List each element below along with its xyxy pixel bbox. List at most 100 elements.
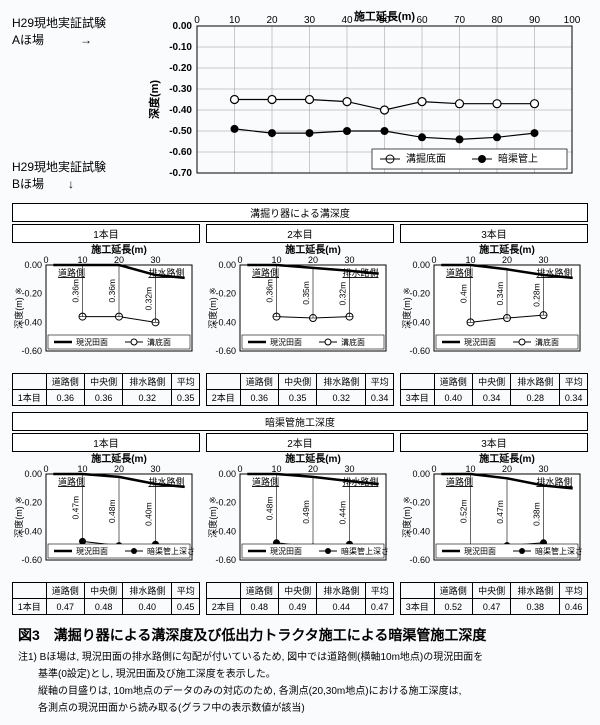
note-line: 縦軸の目盛りは, 10m地点のデータのみの対応のため, 各測点(20,30m地点… <box>18 683 588 700</box>
small-chart: 施工延長(m)01020300.00-0.20-0.40-0.60深度(m) ※… <box>12 243 198 373</box>
svg-text:0.35m: 0.35m <box>301 281 311 305</box>
svg-text:80: 80 <box>491 15 503 26</box>
svg-text:0.32m: 0.32m <box>338 282 348 306</box>
svg-text:90: 90 <box>529 15 541 26</box>
svg-text:30: 30 <box>344 464 354 474</box>
svg-text:道路側: 道路側 <box>252 476 279 487</box>
small-head: 1本目 <box>12 433 200 452</box>
svg-text:20: 20 <box>502 255 512 265</box>
svg-text:0.36m: 0.36m <box>107 279 117 303</box>
svg-text:-0.30: -0.30 <box>169 84 192 95</box>
svg-text:30: 30 <box>150 464 160 474</box>
svg-text:0: 0 <box>237 255 242 265</box>
svg-text:20: 20 <box>114 255 124 265</box>
svg-text:30: 30 <box>344 255 354 265</box>
svg-text:0.28m: 0.28m <box>532 283 542 307</box>
svg-text:10: 10 <box>465 464 475 474</box>
svg-text:深度(m) ※: 深度(m) ※ <box>13 287 24 329</box>
svg-text:0: 0 <box>194 15 200 26</box>
svg-text:0.40m: 0.40m <box>144 502 154 526</box>
small-chart: 施工延長(m)01020300.00-0.20-0.40-0.60深度(m) ※… <box>206 452 392 582</box>
svg-text:0.34m: 0.34m <box>495 282 505 306</box>
label-b2: Bほ場 ↓ <box>12 175 142 192</box>
svg-text:0.52m: 0.52m <box>459 499 469 523</box>
svg-text:0.00: 0.00 <box>24 469 42 479</box>
svg-text:深度(m): 深度(m) <box>147 80 161 119</box>
svg-text:-0.60: -0.60 <box>169 147 192 158</box>
depth-table: 道路側中央側排水路側平均1本目0.360.360.320.35 <box>12 373 200 406</box>
svg-text:現況田面: 現況田面 <box>76 338 108 347</box>
svg-text:深度(m) ※: 深度(m) ※ <box>13 496 24 538</box>
svg-text:0.00: 0.00 <box>24 260 42 270</box>
svg-text:0.00: 0.00 <box>412 469 430 479</box>
svg-text:溝底面: 溝底面 <box>341 337 365 347</box>
svg-text:0.36m: 0.36m <box>265 279 275 303</box>
svg-text:-0.40: -0.40 <box>409 526 430 536</box>
svg-text:0.00: 0.00 <box>218 260 236 270</box>
small-head: 2本目 <box>206 433 394 452</box>
svg-text:-0.40: -0.40 <box>21 526 42 536</box>
depth-table: 道路側中央側排水路側平均1本目0.470.480.400.45 <box>12 582 200 615</box>
svg-text:深度(m) ※: 深度(m) ※ <box>401 287 412 329</box>
svg-text:現況田面: 現況田面 <box>464 547 496 556</box>
note-line: 基準(0設定)とし, 現況田面及び施工深度を表示した。 <box>18 666 588 683</box>
svg-text:0.00: 0.00 <box>412 260 430 270</box>
svg-text:10: 10 <box>271 464 281 474</box>
svg-text:0.49m: 0.49m <box>301 500 311 524</box>
svg-text:0.47m: 0.47m <box>71 496 81 520</box>
svg-text:-0.40: -0.40 <box>215 317 236 327</box>
svg-text:0: 0 <box>237 464 242 474</box>
svg-text:-0.50: -0.50 <box>169 126 192 137</box>
svg-text:-0.60: -0.60 <box>21 555 42 565</box>
svg-text:10: 10 <box>229 15 241 26</box>
svg-text:20: 20 <box>266 15 278 26</box>
svg-text:0: 0 <box>431 255 436 265</box>
svg-text:溝掘底面: 溝掘底面 <box>406 152 446 165</box>
svg-text:深度(m) ※: 深度(m) ※ <box>207 287 218 329</box>
svg-text:道路側: 道路側 <box>58 476 85 487</box>
note-line: 注1) Bほ場は, 現況田面の排水路側に勾配が付いているため, 図中では道路側(… <box>18 649 588 666</box>
svg-text:30: 30 <box>304 15 316 26</box>
depth-table: 道路側中央側排水路側平均3本目0.520.470.380.46 <box>400 582 588 615</box>
svg-text:60: 60 <box>416 15 428 26</box>
svg-text:50: 50 <box>379 15 391 26</box>
label-a1: H29現地実証試験 <box>12 14 142 31</box>
svg-text:-0.20: -0.20 <box>21 289 42 299</box>
depth-table: 道路側中央側排水路側平均2本目0.360.350.320.34 <box>206 373 394 406</box>
svg-text:暗渠管上深さ: 暗渠管上深さ <box>535 546 583 556</box>
svg-text:現況田面: 現況田面 <box>76 547 108 556</box>
svg-text:0: 0 <box>43 255 48 265</box>
svg-text:-0.20: -0.20 <box>169 63 192 74</box>
svg-text:-0.60: -0.60 <box>215 346 236 356</box>
small-head: 3本目 <box>400 433 588 452</box>
svg-text:100: 100 <box>564 15 581 26</box>
svg-text:0.47m: 0.47m <box>495 500 505 524</box>
svg-text:20: 20 <box>308 464 318 474</box>
svg-text:-0.60: -0.60 <box>21 346 42 356</box>
depth-table: 道路側中央側排水路側平均2本目0.480.490.440.47 <box>206 582 394 615</box>
left-labels: H29現地実証試験 Aほ場 → H29現地実証試験 Bほ場 ↓ <box>12 8 142 203</box>
svg-text:0.36m: 0.36m <box>71 279 81 303</box>
svg-text:0.32m: 0.32m <box>144 287 154 311</box>
small-chart: 施工延長(m)01020300.00-0.20-0.40-0.60深度(m) ※… <box>12 452 198 582</box>
svg-text:20: 20 <box>114 464 124 474</box>
svg-text:30: 30 <box>538 255 548 265</box>
note-line: 各測点の現況田面から読み取る(グラフ中の表示数値が該当) <box>18 700 588 717</box>
svg-text:0.00: 0.00 <box>218 469 236 479</box>
svg-text:0.4m: 0.4m <box>459 284 469 303</box>
svg-text:-0.60: -0.60 <box>409 346 430 356</box>
small-chart: 施工延長(m)01020300.00-0.20-0.40-0.60深度(m) ※… <box>400 243 586 373</box>
svg-text:0.44m: 0.44m <box>338 501 348 525</box>
svg-text:道路側: 道路側 <box>446 476 473 487</box>
svg-text:道路側: 道路側 <box>446 267 473 278</box>
svg-text:0: 0 <box>431 464 436 474</box>
svg-text:0.00: 0.00 <box>173 21 193 32</box>
svg-text:現況田面: 現況田面 <box>270 547 302 556</box>
svg-text:深度(m) ※: 深度(m) ※ <box>401 496 412 538</box>
depth-table: 道路側中央側排水路側平均3本目0.400.340.280.34 <box>400 373 588 406</box>
main-chart: 施工延長(m)01020304050607080901000.00-0.10-0… <box>142 8 588 203</box>
small-chart: 施工延長(m)01020300.00-0.20-0.40-0.60深度(m) ※… <box>400 452 586 582</box>
label-a2: Aほ場 → <box>12 31 142 48</box>
small-head: 3本目 <box>400 224 588 243</box>
svg-text:-0.20: -0.20 <box>215 498 236 508</box>
